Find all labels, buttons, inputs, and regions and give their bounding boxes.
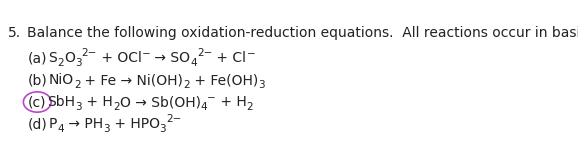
Text: O → Sb(OH): O → Sb(OH): [120, 95, 201, 109]
Text: 3: 3: [258, 81, 265, 90]
Text: 2: 2: [57, 59, 64, 68]
Text: 2−: 2−: [166, 114, 181, 125]
Text: 2−: 2−: [81, 49, 97, 59]
Text: 2: 2: [113, 103, 120, 113]
Text: NiO: NiO: [49, 73, 74, 87]
Text: 4: 4: [201, 103, 207, 113]
Text: + H: + H: [82, 95, 113, 109]
Text: 2−: 2−: [197, 49, 212, 59]
Text: 4: 4: [57, 125, 64, 135]
Text: + OCl: + OCl: [97, 51, 142, 65]
Text: 3: 3: [75, 59, 81, 68]
Text: (d): (d): [28, 117, 48, 131]
Text: + H: + H: [216, 95, 247, 109]
Text: S: S: [49, 51, 57, 65]
Text: 3: 3: [160, 125, 166, 135]
Text: 3: 3: [103, 125, 109, 135]
Text: → PH: → PH: [64, 117, 103, 131]
Text: 4: 4: [190, 59, 197, 68]
Text: 5.: 5.: [8, 26, 21, 40]
Text: 3: 3: [76, 103, 82, 113]
Text: + Fe → Ni(OH): + Fe → Ni(OH): [80, 73, 183, 87]
Text: 2: 2: [247, 103, 253, 113]
Text: 2: 2: [183, 81, 190, 90]
Text: + Fe(OH): + Fe(OH): [190, 73, 258, 87]
Text: SbH: SbH: [47, 95, 76, 109]
Text: (c): (c): [28, 95, 46, 109]
Text: −: −: [246, 49, 255, 59]
Text: + Cl: + Cl: [212, 51, 246, 65]
Text: + HPO: + HPO: [109, 117, 160, 131]
Text: (a): (a): [28, 51, 47, 65]
Text: (b): (b): [28, 73, 48, 87]
Text: −: −: [142, 49, 150, 59]
Text: 2: 2: [74, 81, 80, 90]
Text: −: −: [207, 92, 216, 103]
Text: → SO: → SO: [150, 51, 190, 65]
Text: O: O: [64, 51, 75, 65]
Text: P: P: [49, 117, 57, 131]
Text: Balance the following oxidation-reduction equations.  All reactions occur in bas: Balance the following oxidation-reductio…: [27, 26, 578, 40]
